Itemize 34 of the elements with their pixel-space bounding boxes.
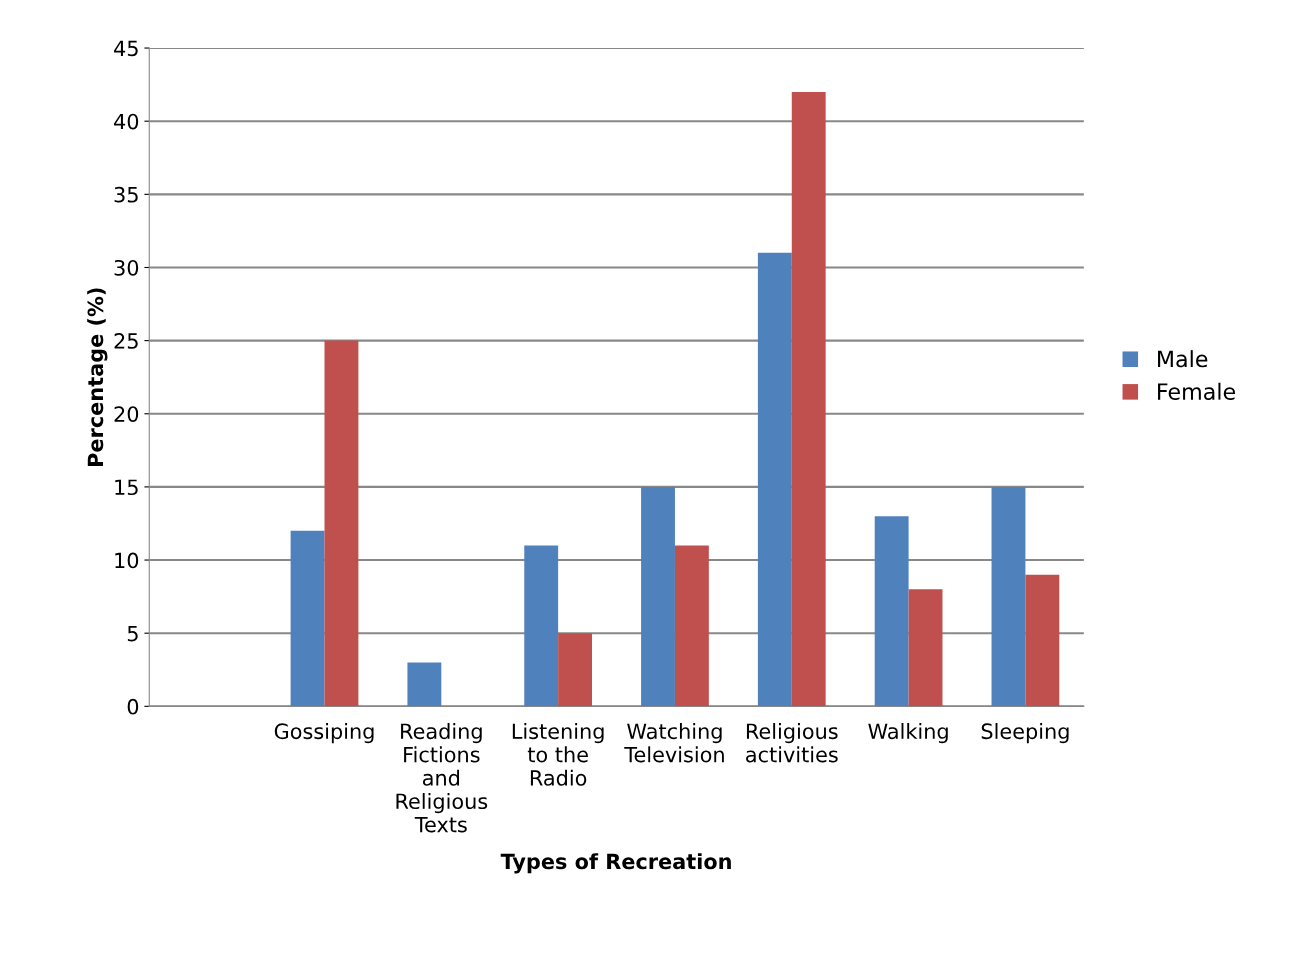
bar: [874, 516, 909, 707]
bar: [641, 486, 675, 707]
y-tick-label: 45: [114, 40, 138, 57]
bar: [1025, 574, 1060, 707]
y-tick-label: 25: [114, 333, 138, 349]
bar: [674, 545, 709, 707]
x-tick-label: Gossiping: [274, 723, 374, 744]
y-axis-title: Percentage (%): [87, 288, 108, 466]
bar: [290, 530, 325, 707]
bar: [757, 252, 792, 707]
y-tick-label: 20: [114, 406, 139, 422]
y-tick-label: 40: [114, 113, 139, 130]
bar: [908, 589, 943, 707]
y-tick-label: 15: [115, 479, 138, 496]
bar: [524, 545, 559, 707]
x-tick-label: Walking: [868, 723, 948, 744]
y-tick-label: 30: [114, 259, 139, 276]
y-tick-label: 10: [115, 552, 139, 569]
x-tick-label: Listening to the Radio: [512, 723, 604, 786]
bar: [991, 486, 1026, 707]
x-tick-label: Religious activities: [746, 723, 838, 763]
legend-label: Male: [1158, 350, 1208, 368]
x-tick-label: Watching Television: [624, 723, 724, 763]
bar: [791, 91, 826, 707]
x-tick-label: Sleeping: [981, 723, 1069, 744]
x-tick-label: Reading Fictions and Religious Texts: [396, 723, 488, 833]
x-axis-title: Types of Recreation: [500, 853, 731, 874]
y-tick-label: 35: [114, 186, 138, 203]
bar: [558, 633, 593, 707]
y-tick-label: 0: [127, 698, 139, 715]
bar: [324, 340, 359, 707]
legend-label: Female: [1158, 382, 1236, 400]
bar: [407, 662, 442, 707]
y-tick-label: 5: [127, 625, 138, 642]
